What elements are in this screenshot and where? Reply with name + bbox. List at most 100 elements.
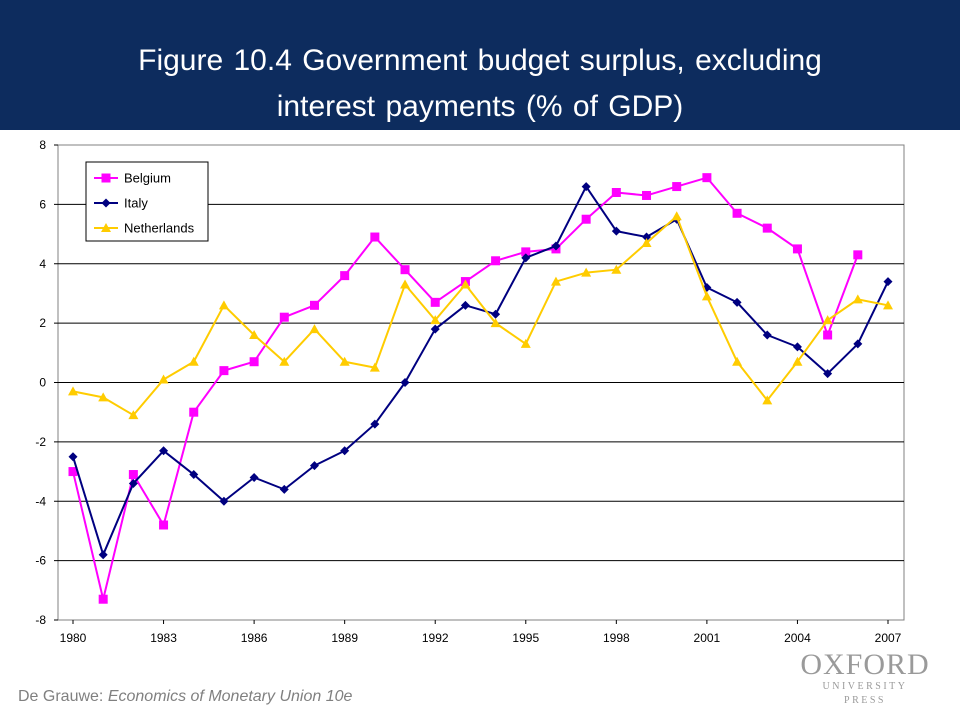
data-point-belgium <box>189 407 199 417</box>
data-point-netherlands <box>188 356 199 366</box>
data-point-belgium <box>792 244 802 254</box>
y-tick-label: -6 <box>35 554 46 568</box>
figure-title-line-1: Figure 10.4 Government budget surplus, e… <box>138 44 822 77</box>
data-point-netherlands <box>460 279 471 289</box>
data-point-belgium <box>219 366 229 376</box>
figure-title-line-2: interest payments (% of GDP) <box>276 90 684 123</box>
oxford-university-press-logo: OXFORD UNIVERSITY PRESS <box>800 650 930 708</box>
data-point-italy <box>219 496 229 506</box>
title-banner: Figure 10.4 Government budget surplus, e… <box>0 0 960 130</box>
data-point-italy <box>460 300 470 310</box>
data-point-italy <box>159 446 169 456</box>
y-tick-label: 6 <box>39 197 46 211</box>
data-point-netherlands <box>822 315 833 325</box>
data-point-belgium <box>702 173 712 183</box>
data-point-italy <box>400 378 410 387</box>
y-tick-label: 2 <box>39 316 46 330</box>
y-axis: -8 -6 -4 -2 0 2 4 6 8 <box>35 138 58 627</box>
gridlines <box>58 203 904 562</box>
data-point-belgium <box>823 330 833 340</box>
data-point-netherlands <box>732 356 743 366</box>
x-tick-label: 2001 <box>694 631 721 645</box>
data-point-netherlands <box>611 264 622 274</box>
data-point-italy <box>732 297 742 307</box>
data-point-netherlands <box>581 267 592 277</box>
data-point-netherlands <box>701 291 712 301</box>
data-point-italy <box>370 419 380 429</box>
data-point-belgium <box>370 232 380 242</box>
data-point-italy <box>642 232 652 242</box>
data-point-italy <box>189 470 199 480</box>
data-point-netherlands <box>279 356 290 366</box>
data-point-italy <box>521 253 531 263</box>
figure-title: Figure 10.4 Government budget surplus, e… <box>80 38 880 130</box>
data-point-netherlands <box>369 362 380 372</box>
series-netherlands <box>68 211 893 420</box>
data-point-italy <box>762 330 772 340</box>
data-point-netherlands <box>762 395 773 405</box>
data-point-belgium <box>762 223 772 233</box>
credit-book-title: Economics of Monetary Union 10e <box>107 688 353 705</box>
data-point-belgium <box>521 247 531 257</box>
x-tick-label: 1992 <box>422 631 449 645</box>
data-point-italy <box>491 309 501 319</box>
data-point-italy <box>581 182 591 192</box>
data-point-italy <box>792 342 802 352</box>
data-point-belgium <box>430 297 440 307</box>
data-point-italy <box>98 550 108 560</box>
legend: Belgium Italy Netherlands <box>85 161 209 242</box>
data-point-netherlands <box>158 374 169 384</box>
x-tick-label: 1998 <box>603 631 630 645</box>
data-point-belgium <box>68 467 78 477</box>
data-point-belgium <box>491 256 501 266</box>
legend-swatch-marker <box>101 173 111 183</box>
logo-main-text: OXFORD <box>800 648 930 681</box>
y-tick-label: -4 <box>35 494 46 508</box>
y-tick-label: -8 <box>35 613 46 627</box>
data-point-netherlands <box>339 356 350 366</box>
y-tick-label: -2 <box>35 435 46 449</box>
data-point-netherlands <box>98 392 109 402</box>
x-tick-label: 1989 <box>331 631 358 645</box>
legend-item-belgium: Belgium <box>94 171 171 186</box>
data-point-netherlands <box>641 237 652 247</box>
source-credit: De Grauwe: Economics of Monetary Union 1… <box>18 688 352 706</box>
data-point-netherlands <box>520 338 531 348</box>
data-point-italy <box>249 473 259 482</box>
data-point-netherlands <box>218 300 229 310</box>
data-point-netherlands <box>128 410 139 420</box>
series-line-netherlands <box>72 215 889 417</box>
data-point-netherlands <box>430 315 441 325</box>
data-point-italy <box>68 452 78 462</box>
data-point-belgium <box>309 300 319 310</box>
data-point-belgium <box>642 190 652 200</box>
data-point-belgium <box>279 312 289 322</box>
data-point-italy <box>853 339 863 349</box>
legend-swatch-marker <box>101 223 111 232</box>
data-point-netherlands <box>671 211 682 221</box>
data-point-belgium <box>340 271 350 281</box>
data-point-netherlands <box>68 386 78 396</box>
data-point-belgium <box>98 594 108 604</box>
data-point-italy <box>611 226 621 236</box>
data-point-italy <box>883 277 893 287</box>
data-point-netherlands <box>249 330 260 339</box>
x-axis: 1980 1983 1986 1989 1992 1995 1998 2001 2004 2007 <box>60 620 902 645</box>
x-tick-label: 1986 <box>241 631 268 645</box>
data-point-netherlands <box>400 279 411 289</box>
series-lines <box>68 173 893 604</box>
legend-label: Belgium <box>124 171 171 186</box>
data-point-italy <box>551 241 561 251</box>
data-point-netherlands <box>792 356 803 366</box>
x-tick-label: 1995 <box>512 631 539 645</box>
legend-item-italy: Italy <box>94 196 148 211</box>
legend-label: Netherlands <box>124 221 195 236</box>
x-tick-label: 2007 <box>875 631 902 645</box>
y-tick-label: 8 <box>39 138 46 152</box>
credit-author: De Grauwe: <box>18 688 104 705</box>
x-tick-label: 1980 <box>60 631 87 645</box>
legend-swatch-marker <box>101 198 111 208</box>
data-point-italy <box>279 484 289 494</box>
y-tick-label: 4 <box>39 257 46 271</box>
